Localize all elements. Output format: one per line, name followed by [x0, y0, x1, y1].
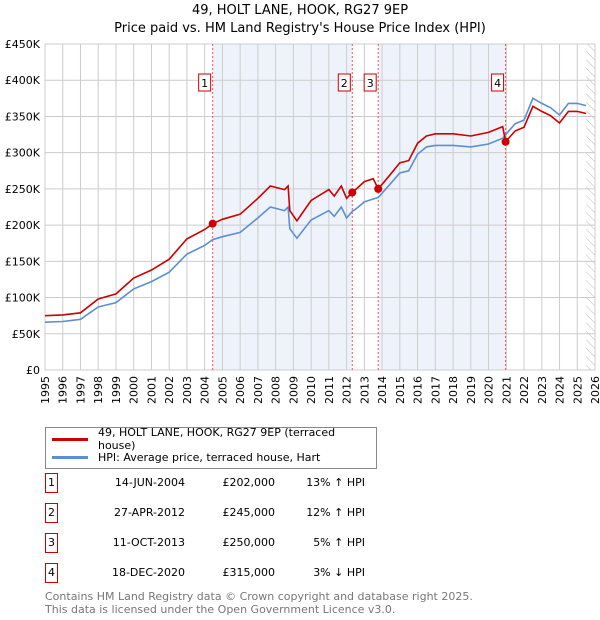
y-tick-label: £450K	[5, 38, 41, 51]
x-tick-label: 2022	[518, 376, 531, 404]
x-tick-label: 2026	[589, 376, 600, 404]
sale-price: £315,000	[222, 566, 276, 579]
x-tick-label: 2024	[554, 376, 567, 404]
sale-date: 14-JUN-2004	[114, 476, 185, 489]
x-tick-label: 1998	[92, 376, 105, 404]
sale-label: 4	[494, 77, 501, 90]
x-tick-label: 1997	[74, 376, 87, 404]
sale-row: 3 11-OCT-2013 £250,000 5% ↑ HPI	[45, 533, 445, 553]
x-tick-label: 2020	[483, 376, 496, 404]
x-tick-label: 2021	[500, 376, 513, 404]
hpi-series-line	[44, 97, 587, 323]
sale-point	[348, 188, 357, 197]
y-tick-label: £150K	[5, 255, 41, 268]
x-tick-label: 2019	[465, 376, 478, 404]
sale-row: 1 14-JUN-2004 £202,000 13% ↑ HPI	[45, 473, 445, 493]
y-tick-label: £100K	[5, 292, 41, 305]
x-tick-label: 2008	[270, 376, 283, 404]
x-tick-label: 2005	[216, 376, 229, 404]
x-tick-label: 2017	[429, 376, 442, 404]
x-tick-label: 2013	[358, 376, 371, 404]
legend-label-hpi: HPI: Average price, terraced house, Hart	[98, 450, 321, 464]
chart-title: 49, HOLT LANE, HOOK, RG27 9EP	[191, 3, 409, 18]
sale-point	[208, 219, 217, 228]
sale-label: 1	[201, 77, 208, 90]
sale-date: 27-APR-2012	[113, 506, 185, 519]
sale-number: 2	[45, 503, 58, 523]
legend-swatch-hpi	[52, 455, 88, 459]
y-tick-label: £300K	[5, 147, 41, 160]
x-tick-label: 1999	[110, 376, 123, 404]
sale-number: 1	[45, 473, 58, 493]
x-tick-label: 1995	[39, 376, 52, 404]
sale-hpi-change: 12% ↑ HPI	[306, 506, 365, 519]
sale-label-box	[337, 73, 351, 92]
sale-hpi-change: 5% ↑ HPI	[313, 536, 365, 549]
sale-date: 18-DEC-2020	[111, 566, 185, 579]
x-tick-label: 2000	[128, 376, 141, 404]
x-tick-label: 2002	[163, 376, 176, 404]
sale-number: 4	[45, 563, 58, 583]
y-tick-label: £50K	[12, 328, 41, 341]
sale-label-box	[363, 73, 377, 92]
legend: 49, HOLT LANE, HOOK, RG27 9EP (terraced …	[45, 426, 377, 469]
x-tick-label: 2023	[536, 376, 549, 404]
sale-price: £245,000	[222, 506, 276, 519]
legend-item-property: 49, HOLT LANE, HOOK, RG27 9EP (terraced …	[52, 426, 376, 452]
x-tick-label: 2007	[252, 376, 265, 404]
legend-label-property: 49, HOLT LANE, HOOK, RG27 9EP (terraced …	[97, 426, 336, 452]
sale-point	[501, 137, 510, 146]
x-tick-label: 2003	[181, 376, 194, 404]
sale-price: £202,000	[222, 476, 276, 489]
x-tick-label: 1996	[57, 376, 70, 404]
sale-label: 2	[341, 77, 348, 90]
sale-label-box	[491, 73, 505, 92]
x-tick-label: 2006	[234, 376, 247, 404]
shaded-range	[378, 44, 506, 370]
footer-line-2: This data is licensed under the Open Gov…	[45, 603, 396, 616]
y-tick-label: £250K	[5, 183, 41, 196]
sale-number: 3	[45, 533, 58, 553]
x-tick-label: 2010	[305, 376, 318, 404]
x-tick-label: 2011	[323, 376, 336, 404]
x-tick-label: 2025	[571, 376, 584, 404]
sale-date: 11-OCT-2013	[112, 536, 185, 549]
sale-row: 4 18-DEC-2020 £315,000 3% ↓ HPI	[45, 563, 445, 583]
y-tick-label: £0	[26, 364, 40, 377]
x-tick-label: 2001	[145, 376, 158, 404]
price-chart: 1995 1996 1997 1998 1999 2000 2001 2002 2003 2004…	[5, 38, 600, 404]
x-tick-label: 2016	[412, 376, 425, 404]
x-tick-label: 2012	[341, 376, 354, 404]
x-tick-label: 2009	[287, 376, 300, 404]
sale-row: 2 27-APR-2012 £245,000 12% ↑ HPI	[45, 503, 445, 523]
sale-price: £250,000	[222, 536, 276, 549]
sale-point	[374, 184, 383, 193]
chart-subtitle: Price paid vs. HM Land Registry's House …	[114, 21, 486, 36]
legend-swatch-property	[52, 437, 88, 441]
footer: Contains HM Land Registry data © Crown c…	[45, 590, 473, 616]
shaded-range	[212, 44, 353, 370]
legend-item-hpi: HPI: Average price, terraced house, Hart	[52, 449, 320, 465]
x-tick-label: 2018	[447, 376, 460, 404]
footer-line-1: Contains HM Land Registry data © Crown c…	[45, 590, 473, 603]
sale-hpi-change: 13% ↑ HPI	[306, 476, 365, 489]
y-tick-label: £350K	[5, 110, 41, 123]
sale-label: 3	[367, 77, 374, 90]
sale-label-box	[198, 73, 212, 92]
y-tick-label: £400K	[5, 74, 41, 87]
x-tick-label: 2014	[376, 376, 389, 404]
forecast-hatch	[586, 44, 595, 370]
y-tick-label: £200K	[5, 219, 41, 232]
sale-hpi-change: 3% ↓ HPI	[313, 566, 365, 579]
x-tick-label: 2004	[199, 376, 212, 404]
x-tick-label: 2015	[394, 376, 407, 404]
